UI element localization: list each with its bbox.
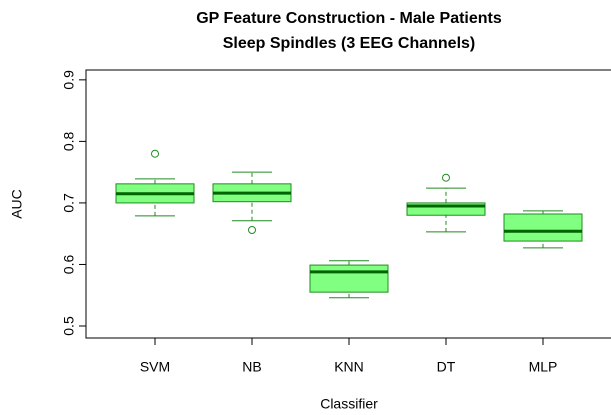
box [309,264,389,293]
x-tick-label: MLP [529,359,558,375]
chart-subtitle: Sleep Spindles (3 EEG Channels) [223,35,476,52]
box [503,213,583,242]
chart-title: GP Feature Construction - Male Patients [196,10,502,27]
x-tick-label: DT [437,359,456,375]
outlier [151,149,159,158]
y-tick-label: 0.7 [61,193,77,213]
y-tick-label: 0.9 [61,70,77,90]
outlier [442,173,450,182]
x-tick-label: SVM [140,359,170,375]
x-tick-label: KNN [334,359,364,375]
outlier [248,226,256,234]
y-axis-label: AUC [9,189,25,219]
y-tick-label: 0.5 [61,316,77,336]
y-tick-label: 0.6 [61,255,77,275]
y-tick-label: 0.8 [61,131,77,151]
x-axis-label: Classifier [320,396,378,412]
x-tick-label: NB [242,359,261,375]
